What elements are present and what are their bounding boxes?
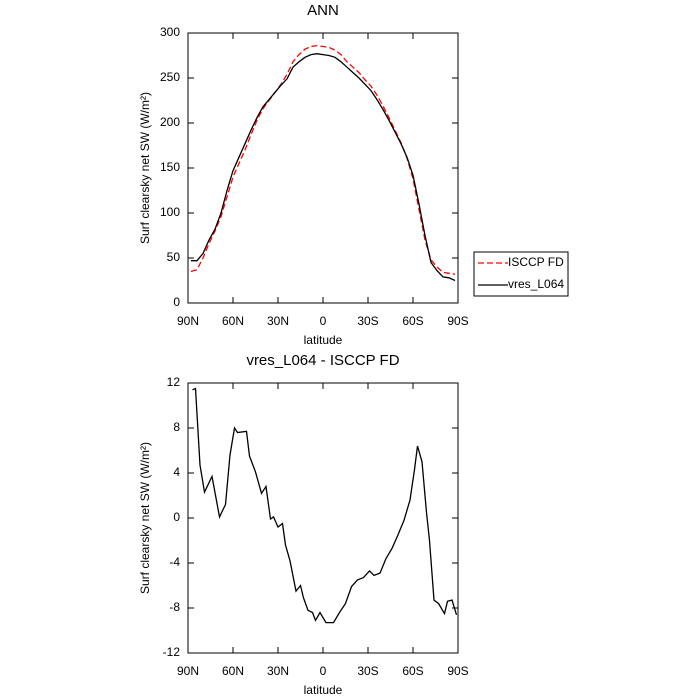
x-tick-label: 30S — [357, 314, 378, 328]
data-line — [190, 44, 456, 275]
data-line — [191, 53, 456, 282]
x-tick-label: 60S — [402, 664, 423, 678]
x-tick-label: 90S — [447, 314, 468, 328]
x-tick-label: 90S — [447, 664, 468, 678]
x-axis-label: latitude — [304, 683, 343, 697]
x-tick-label: 0 — [320, 314, 327, 328]
y-tick-label: 0 — [173, 295, 180, 309]
y-axis-label: Surf clearsky net SW (W/m²) — [138, 442, 152, 594]
plot-frame — [187, 32, 459, 304]
y-tick-label: 4 — [173, 465, 180, 479]
chart-title: vres_L064 - ISCCP FD — [246, 352, 399, 369]
legend-label: vres_L064 — [508, 277, 564, 291]
y-tick-label: -12 — [163, 645, 181, 659]
y-tick-label: 8 — [173, 420, 180, 434]
y-tick-label: 50 — [167, 250, 181, 264]
x-tick-label: 30N — [267, 314, 289, 328]
y-tick-label: 0 — [173, 510, 180, 524]
y-tick-label: 100 — [160, 205, 180, 219]
x-axis-label: latitude — [304, 333, 343, 347]
x-tick-label: 60N — [222, 314, 244, 328]
legend-box — [473, 251, 569, 297]
y-tick-label: -8 — [169, 600, 180, 614]
data-line — [192, 387, 458, 624]
legend-label: ISCCP FD — [508, 255, 564, 269]
y-tick-label: 200 — [160, 115, 180, 129]
y-tick-label: 12 — [167, 375, 181, 389]
x-tick-label: 0 — [320, 664, 327, 678]
x-tick-label: 30N — [267, 664, 289, 678]
x-tick-label: 90N — [177, 664, 199, 678]
y-tick-label: 300 — [160, 25, 180, 39]
y-tick-label: -4 — [169, 555, 180, 569]
y-tick-label: 150 — [160, 160, 180, 174]
x-tick-label: 60N — [222, 664, 244, 678]
x-tick-label: 30S — [357, 664, 378, 678]
x-tick-label: 60S — [402, 314, 423, 328]
x-tick-label: 90N — [177, 314, 199, 328]
y-axis-label: Surf clearsky net SW (W/m²) — [138, 92, 152, 244]
plot-frame — [187, 382, 459, 654]
y-tick-label: 250 — [160, 70, 180, 84]
chart-title: ANN — [307, 2, 339, 19]
